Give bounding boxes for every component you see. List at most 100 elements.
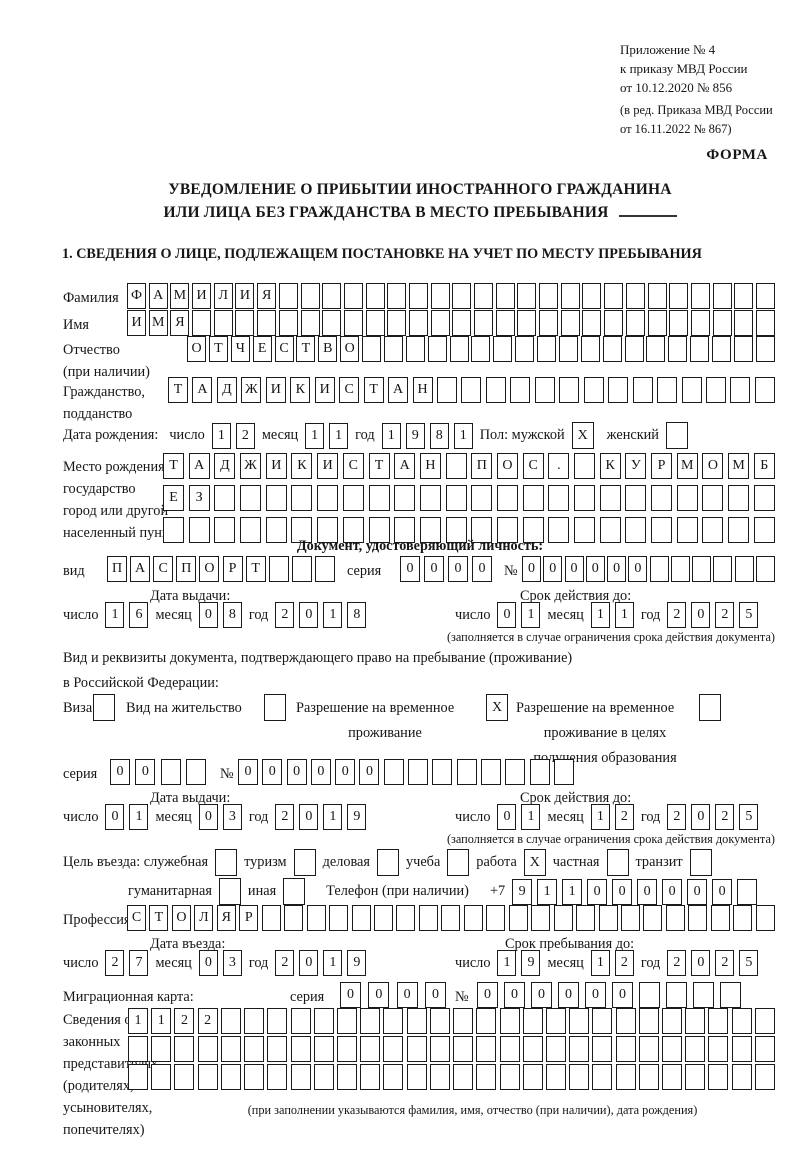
char-box[interactable] bbox=[649, 556, 669, 582]
char-box[interactable]: 8 bbox=[429, 422, 449, 449]
char-box[interactable]: 0 bbox=[522, 556, 541, 582]
char-box[interactable]: К bbox=[291, 453, 313, 479]
char-box[interactable]: 1 bbox=[537, 878, 558, 905]
char-box[interactable] bbox=[235, 310, 255, 336]
char-box[interactable] bbox=[192, 310, 212, 336]
char-box[interactable] bbox=[151, 1036, 172, 1062]
char-box[interactable]: 0 bbox=[262, 759, 283, 785]
char-box[interactable]: 1 bbox=[129, 804, 149, 830]
char-box[interactable] bbox=[220, 1064, 241, 1090]
char-box[interactable] bbox=[290, 1008, 311, 1034]
char-box[interactable]: 0 bbox=[531, 982, 552, 1008]
char-box[interactable] bbox=[690, 336, 710, 362]
char-box[interactable] bbox=[317, 485, 339, 511]
char-box[interactable]: С bbox=[522, 453, 544, 479]
char-box[interactable]: 0 bbox=[691, 950, 711, 976]
purpose-transit-checkbox[interactable] bbox=[689, 849, 712, 876]
char-box[interactable]: 0 bbox=[110, 759, 130, 785]
purpose-study-checkbox[interactable] bbox=[447, 849, 470, 876]
char-box[interactable]: 2 bbox=[715, 950, 735, 976]
char-box[interactable]: 2 bbox=[275, 950, 295, 976]
char-box[interactable]: 0 bbox=[299, 804, 319, 830]
char-box[interactable] bbox=[471, 485, 493, 511]
char-box[interactable]: 0 bbox=[564, 556, 584, 582]
char-box[interactable] bbox=[574, 517, 595, 543]
purpose-private-checkbox[interactable] bbox=[606, 849, 629, 876]
char-box[interactable] bbox=[625, 485, 647, 511]
char-box[interactable] bbox=[174, 1036, 195, 1062]
char-box[interactable] bbox=[690, 310, 710, 336]
char-box[interactable]: X bbox=[523, 849, 546, 876]
char-box[interactable] bbox=[559, 377, 580, 403]
char-box[interactable] bbox=[731, 1064, 752, 1090]
char-box[interactable] bbox=[755, 336, 775, 362]
char-box[interactable]: 0 bbox=[400, 556, 420, 582]
char-box[interactable] bbox=[313, 1036, 334, 1062]
char-box[interactable] bbox=[569, 1064, 590, 1090]
char-box[interactable] bbox=[705, 377, 726, 403]
char-box[interactable]: Е bbox=[252, 336, 272, 362]
char-box[interactable] bbox=[383, 759, 404, 785]
char-box[interactable] bbox=[214, 517, 236, 543]
char-box[interactable] bbox=[688, 905, 708, 931]
char-box[interactable] bbox=[405, 336, 425, 362]
char-box[interactable] bbox=[419, 517, 441, 543]
char-box[interactable] bbox=[336, 1036, 357, 1062]
char-box[interactable]: Р bbox=[222, 556, 243, 582]
char-box[interactable] bbox=[522, 485, 544, 511]
char-box[interactable]: 2 bbox=[275, 804, 295, 830]
char-box[interactable] bbox=[151, 1064, 172, 1090]
char-box[interactable] bbox=[665, 905, 685, 931]
char-box[interactable] bbox=[240, 517, 262, 543]
visa-checkbox[interactable] bbox=[93, 694, 115, 721]
char-box[interactable] bbox=[615, 1008, 636, 1034]
char-box[interactable] bbox=[360, 1064, 381, 1090]
char-box[interactable] bbox=[713, 556, 733, 582]
char-box[interactable] bbox=[638, 1036, 659, 1062]
char-box[interactable]: Т bbox=[363, 377, 384, 403]
char-box[interactable] bbox=[737, 878, 758, 905]
char-box[interactable] bbox=[314, 556, 335, 582]
char-box[interactable]: И bbox=[265, 453, 287, 479]
char-box[interactable] bbox=[728, 485, 750, 511]
char-box[interactable] bbox=[453, 1036, 474, 1062]
char-box[interactable] bbox=[220, 1036, 241, 1062]
char-box[interactable]: 9 bbox=[512, 878, 533, 905]
char-box[interactable] bbox=[244, 1064, 265, 1090]
char-box[interactable] bbox=[257, 310, 277, 336]
char-box[interactable] bbox=[436, 377, 457, 403]
char-box[interactable]: Т bbox=[368, 453, 390, 479]
char-box[interactable] bbox=[368, 517, 390, 543]
char-box[interactable] bbox=[510, 377, 531, 403]
char-box[interactable] bbox=[471, 517, 493, 543]
char-box[interactable]: 0 bbox=[198, 602, 218, 628]
char-box[interactable]: И bbox=[317, 453, 339, 479]
char-box[interactable] bbox=[291, 556, 312, 582]
char-box[interactable] bbox=[461, 377, 482, 403]
char-box[interactable] bbox=[447, 849, 470, 876]
char-box[interactable]: 1 bbox=[323, 950, 343, 976]
char-box[interactable]: 0 bbox=[335, 759, 356, 785]
char-box[interactable]: 0 bbox=[477, 982, 498, 1008]
char-box[interactable] bbox=[387, 283, 407, 309]
char-box[interactable]: М bbox=[676, 453, 698, 479]
char-box[interactable] bbox=[476, 1008, 497, 1034]
char-box[interactable] bbox=[545, 1008, 566, 1034]
char-box[interactable] bbox=[712, 310, 732, 336]
char-box[interactable] bbox=[406, 1064, 427, 1090]
char-box[interactable] bbox=[624, 336, 644, 362]
char-box[interactable]: 1 bbox=[128, 1008, 148, 1034]
char-box[interactable]: . bbox=[548, 453, 570, 479]
char-box[interactable] bbox=[342, 517, 364, 543]
char-box[interactable] bbox=[560, 283, 580, 309]
char-box[interactable]: 1 bbox=[151, 1008, 172, 1034]
char-box[interactable] bbox=[441, 905, 461, 931]
char-box[interactable]: Я bbox=[170, 310, 190, 336]
